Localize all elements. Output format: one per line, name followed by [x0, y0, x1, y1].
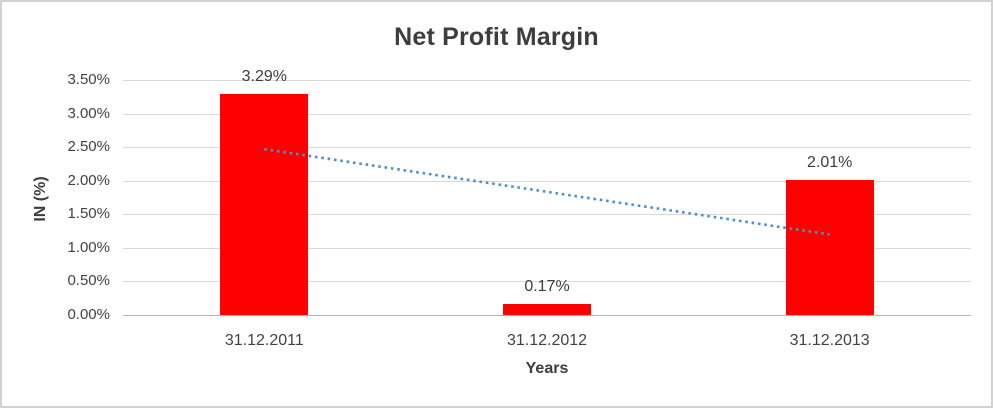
- bar-31.12.2012[interactable]: [503, 303, 591, 315]
- gridline: [123, 80, 971, 81]
- gridline: [123, 113, 971, 115]
- data-label: 3.29%: [241, 68, 288, 86]
- x-axis-title: Years: [525, 360, 569, 377]
- x-tick-label: 31.12.2012: [506, 332, 588, 349]
- y-tick-label: 3.00%: [67, 104, 110, 122]
- y-tick-label: 2.50%: [67, 138, 110, 156]
- data-label: 2.01%: [806, 154, 853, 172]
- y-tick-label: 1.50%: [67, 205, 110, 223]
- chart-title: Net Profit Margin: [394, 23, 599, 51]
- bar-31.12.2013[interactable]: [785, 180, 874, 315]
- gridline: [123, 247, 971, 249]
- data-label: 0.17%: [524, 277, 570, 295]
- bar-31.12.2011[interactable]: [220, 94, 309, 315]
- x-axis-line: [123, 315, 971, 316]
- x-tick-label: 31.12.2013: [789, 332, 870, 349]
- gridline: [123, 281, 971, 283]
- gridline: [123, 147, 971, 149]
- y-tick-label: 1.00%: [67, 238, 110, 256]
- x-tick-label: 31.12.2011: [224, 332, 304, 349]
- y-axis-title: IN (%): [32, 176, 49, 222]
- y-tick-label: 2.00%: [67, 171, 110, 189]
- y-tick-label: 0.50%: [67, 272, 110, 290]
- y-tick-label: 3.50%: [67, 71, 110, 88]
- y-tick-label: 0.00%: [67, 306, 110, 323]
